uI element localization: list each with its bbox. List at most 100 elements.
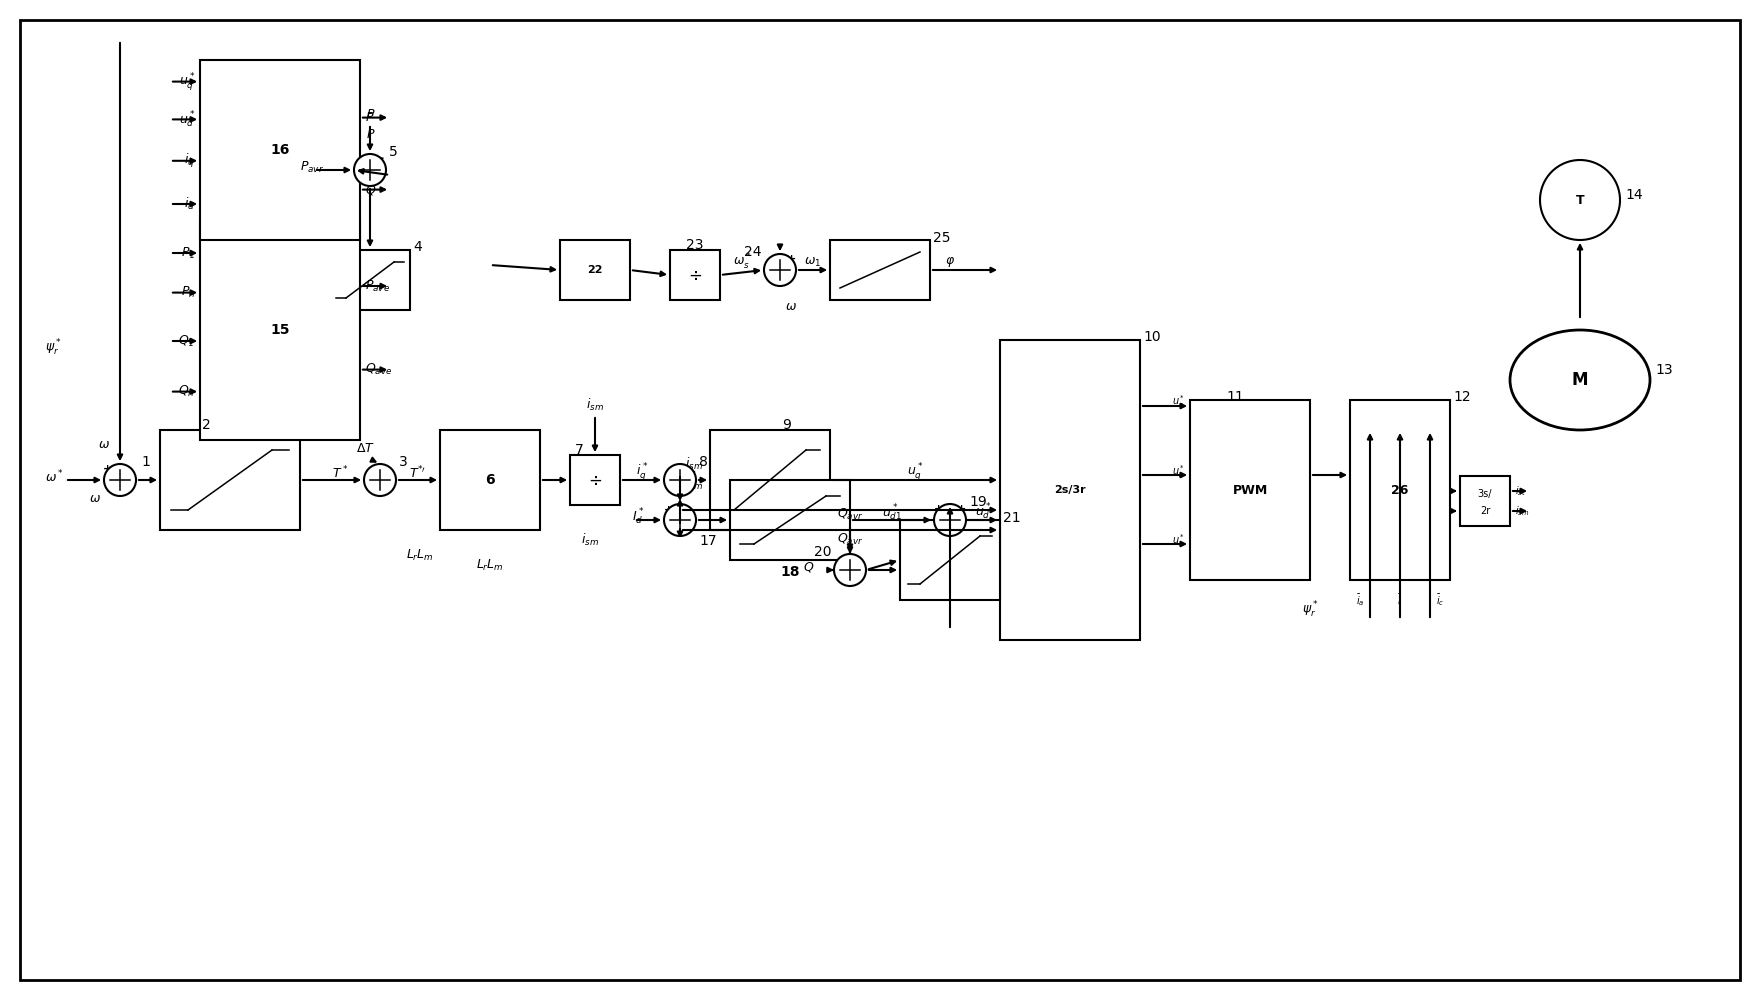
Text: $u_b^*$: $u_b^*$ [1172, 464, 1186, 480]
Text: 2: 2 [203, 418, 211, 432]
Text: 16: 16 [270, 143, 289, 157]
Text: +: + [846, 552, 855, 562]
Text: $Q_{avr}$: $Q_{avr}$ [837, 506, 863, 522]
Text: $P_{ave}$: $P_{ave}$ [365, 278, 389, 294]
Text: 21: 21 [1003, 511, 1020, 525]
Bar [900, 520, 1001, 600]
Text: P: P [366, 107, 374, 120]
Text: +: + [934, 504, 943, 514]
Text: $Q_{avr}$: $Q_{avr}$ [837, 531, 863, 547]
Text: $i_{sm}$: $i_{sm}$ [581, 532, 599, 548]
Text: P: P [366, 127, 374, 140]
Text: $P_{avr}$: $P_{avr}$ [300, 159, 324, 175]
Text: 10: 10 [1144, 330, 1161, 344]
Text: $T^{*\prime}$: $T^{*\prime}$ [409, 465, 426, 481]
Text: 9: 9 [782, 418, 791, 432]
Text: PWM: PWM [1232, 484, 1267, 496]
Text: $\omega$: $\omega$ [786, 300, 796, 312]
Text: $i_{sm}$: $i_{sm}$ [685, 476, 703, 492]
Bar [1461, 476, 1510, 526]
Bar [1001, 340, 1140, 640]
Bar [1189, 400, 1309, 580]
Bar [560, 240, 631, 300]
Text: 3s/: 3s/ [1478, 488, 1492, 498]
Text: $i_q$: $i_q$ [185, 152, 196, 170]
Text: $u_d^*$: $u_d^*$ [178, 109, 196, 130]
Text: 7: 7 [574, 443, 583, 457]
Text: 22: 22 [587, 265, 603, 275]
Text: +: + [102, 464, 111, 474]
Text: +: + [786, 254, 796, 264]
Text: 14: 14 [1625, 188, 1642, 202]
Text: $\psi_r^*$: $\psi_r^*$ [46, 338, 62, 358]
Text: $\varphi$: $\varphi$ [944, 255, 955, 269]
Text: +: + [354, 165, 363, 175]
Bar [710, 430, 830, 530]
Text: $\Delta T$: $\Delta T$ [356, 442, 375, 456]
Text: $\bar{i}$: $\bar{i}$ [1397, 593, 1403, 607]
Bar [160, 430, 300, 530]
Text: $\bar{i}_a$: $\bar{i}_a$ [1355, 592, 1364, 608]
Text: $Q$: $Q$ [803, 560, 814, 574]
Text: $P_n$: $P_n$ [180, 285, 196, 300]
Text: -: - [377, 462, 382, 475]
Bar [440, 430, 539, 530]
Bar [201, 220, 359, 440]
Text: 12: 12 [1454, 390, 1471, 404]
Bar [1350, 400, 1450, 580]
Text: +: + [687, 467, 696, 477]
Text: $\div$: $\div$ [589, 471, 603, 489]
Circle shape [104, 464, 136, 496]
Text: 8: 8 [700, 455, 708, 469]
Text: $\psi_r^*$: $\psi_r^*$ [1302, 600, 1318, 620]
Bar [329, 250, 411, 310]
Circle shape [833, 554, 865, 586]
Text: $i_{sm}$: $i_{sm}$ [1515, 504, 1529, 518]
Text: -: - [677, 486, 682, 499]
Text: 15: 15 [270, 323, 289, 337]
Text: 18: 18 [781, 565, 800, 579]
Ellipse shape [1510, 330, 1649, 430]
Text: 4: 4 [412, 240, 421, 254]
Text: 20: 20 [814, 545, 832, 559]
Circle shape [664, 464, 696, 496]
Text: +: + [957, 504, 966, 514]
Text: $Q_n$: $Q_n$ [178, 384, 196, 399]
Text: $u_d^*$: $u_d^*$ [974, 502, 992, 522]
Text: $i_{sm}$: $i_{sm}$ [685, 456, 703, 472]
Text: 2r: 2r [1480, 506, 1491, 516]
Bar [670, 250, 721, 300]
Text: +: + [664, 505, 673, 515]
Text: $P_1$: $P_1$ [181, 245, 196, 261]
Text: $\omega_s^*$: $\omega_s^*$ [733, 252, 751, 272]
Circle shape [765, 254, 796, 286]
Text: -: - [106, 485, 111, 498]
Text: T: T [1575, 194, 1584, 207]
Text: 19: 19 [969, 495, 987, 509]
Text: $i_q^*$: $i_q^*$ [636, 461, 648, 483]
Circle shape [365, 464, 396, 496]
Text: 17: 17 [700, 534, 717, 548]
Text: 5: 5 [389, 145, 398, 159]
Text: +: + [775, 278, 784, 288]
Text: 24: 24 [744, 245, 761, 259]
Circle shape [934, 504, 966, 536]
Text: $L_rL_m$: $L_rL_m$ [405, 547, 433, 563]
Text: 11: 11 [1226, 390, 1244, 404]
Text: $I_d^*$: $I_d^*$ [631, 507, 643, 527]
Text: $\bar{i}_c$: $\bar{i}_c$ [1436, 592, 1445, 608]
Text: $\omega$: $\omega$ [90, 492, 100, 506]
Text: $\omega_1$: $\omega_1$ [805, 255, 821, 269]
Text: $Q_1$: $Q_1$ [178, 333, 196, 349]
Text: +: + [363, 475, 372, 485]
Text: $T^*$: $T^*$ [331, 465, 349, 481]
Text: -: - [680, 525, 685, 538]
Text: 2s/3r: 2s/3r [1054, 485, 1085, 495]
Text: $u_q^*$: $u_q^*$ [178, 71, 196, 93]
Text: $u_c^*$: $u_c^*$ [1172, 533, 1186, 549]
Circle shape [664, 504, 696, 536]
Text: M: M [1572, 371, 1588, 389]
Text: 25: 25 [934, 231, 950, 245]
Text: $i_{sm}$: $i_{sm}$ [587, 397, 604, 413]
Text: $\div$: $\div$ [687, 266, 701, 284]
